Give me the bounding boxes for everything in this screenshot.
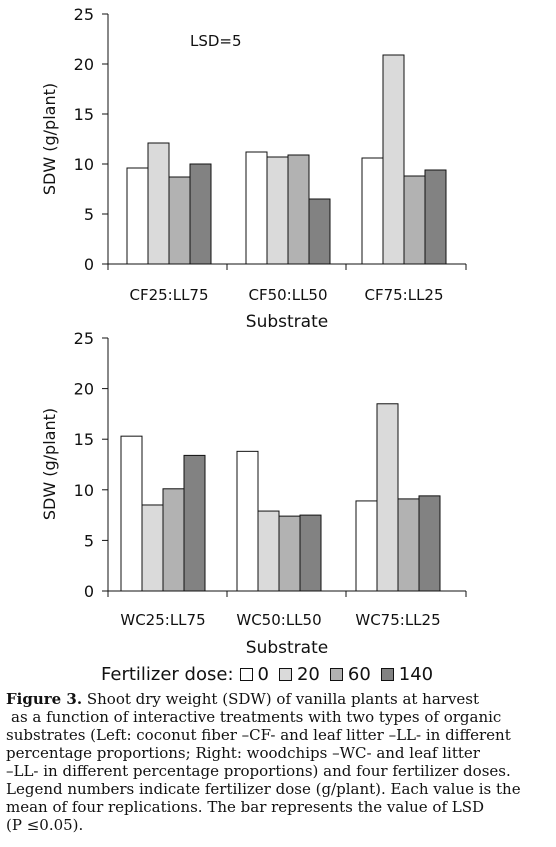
legend-label-20: 20 [296,663,320,685]
caption-line-6: Legend numbers indicate fertilizer dose … [6,780,521,798]
chart-1-y-tick-label-25: 25 [74,5,94,24]
chart-2-bar-wc50-ll50-dose-0 [236,450,259,592]
chart-2-bar-wc50-ll50-dose-20 [257,510,280,592]
chart-2-y-tick-label-20: 20 [74,380,94,399]
caption-label: Figure 3. [6,690,83,708]
chart-2-bar-wc75-ll25-dose-0 [355,500,378,592]
legend-swatch-20 [278,667,292,681]
chart-2-category-label-3: WC75:LL25 [355,611,440,629]
legend-label-0: 0 [257,663,269,685]
chart-1-bar-cf75-ll25-dose-140 [424,169,447,265]
chart-1-bar-cf75-ll25-dose-0 [361,157,384,265]
caption-line-4: percentage proportions; Right: woodchips… [6,744,480,762]
chart-1-y-tick-label-10: 10 [74,155,94,174]
chart-1-bar-cf25-ll75-dose-0 [126,167,149,265]
caption-line-5: –LL- in different percentage proportions… [6,762,511,780]
chart-2-bar-wc25-ll75-dose-140 [183,454,206,592]
caption-line-3: substrates (Left: coconut fiber –CF- and… [6,726,511,744]
legend-swatch-140 [380,667,394,681]
chart-1-x-axis-title: Substrate [246,312,328,332]
chart-2-bar-wc75-ll25-dose-140 [418,495,441,592]
legend-item-140: 140 [380,663,434,685]
legend-swatch-60 [329,667,343,681]
caption-line-2: as a function of interactive treatments … [11,708,502,726]
caption-line-8: (P ≤0.05). [6,816,84,834]
chart-1-bar-cf75-ll25-dose-60 [403,175,426,265]
legend-item-20: 20 [278,663,320,685]
chart-2-category-label-2: WC50:LL50 [236,611,321,629]
caption-line-7: mean of four replications. The bar repre… [6,798,485,816]
chart-1-bar-cf50-ll50-dose-60 [287,154,310,265]
chart-2-category-label-1: WC25:LL75 [120,611,205,629]
caption-line-1: Figure 3. Shoot dry weight (SDW) of vani… [6,690,554,708]
chart-1-y-tick-label-0: 0 [84,255,94,274]
chart-2-y-tick-label-15: 15 [74,430,94,449]
chart-1-bar-cf50-ll50-dose-20 [266,156,289,265]
chart-2-y-tick-label-0: 0 [84,582,94,601]
chart-1-bar-cf50-ll50-dose-0 [245,151,268,265]
chart-2-y-tick-label-5: 5 [84,531,94,550]
chart-2-bar-wc50-ll50-dose-140 [299,514,322,592]
figure-caption: Figure 3. Shoot dry weight (SDW) of vani… [6,690,554,834]
chart-1-bar-cf50-ll50-dose-140 [308,198,331,265]
chart-2-bar-wc25-ll75-dose-20 [141,504,164,592]
chart-2-y-axis-title: SDW (g/plant) [40,408,59,520]
chart-1-lsd-annotation: LSD=5 [190,32,242,50]
chart-1-bar-cf25-ll75-dose-140 [189,163,212,265]
chart-2-bar-wc50-ll50-dose-60 [278,515,301,592]
legend-title: Fertilizer dose: [101,663,234,685]
chart-1-category-label-2: CF50:LL50 [248,286,327,304]
chart-2-y-tick-label-25: 25 [74,329,94,348]
chart-1-y-tick-label-5: 5 [84,205,94,224]
chart-2-bar-wc75-ll25-dose-60 [397,498,420,592]
chart-1-category-label-1: CF25:LL75 [129,286,208,304]
chart-1-bar-cf25-ll75-dose-60 [168,176,191,265]
legend-label-140: 140 [398,663,434,685]
chart-2-x-axis-title: Substrate [246,638,328,658]
chart-2-y-tick-label-10: 10 [74,481,94,500]
caption-text-1: Shoot dry weight (SDW) of vanilla plants… [82,690,480,708]
chart-2-bar-wc75-ll25-dose-20 [376,403,399,592]
legend-label-60: 60 [347,663,371,685]
bar-charts: 0 5 10 15 20 25 CF25:LL75 CF50:LL50 CF75:LL25 Sub… [40,5,467,658]
chart-1-y-tick-label-15: 15 [74,105,94,124]
legend-item-0: 0 [239,663,269,685]
chart-1-y-tick-label-20: 20 [74,55,94,74]
chart-1-category-label-3: CF75:LL25 [364,286,443,304]
legend-item-60: 60 [329,663,371,685]
legend: Fertilizer dose: 0 20 60 140 [0,660,556,688]
chart-1-bar-cf75-ll25-dose-20 [382,54,405,265]
chart-1-bar-cf25-ll75-dose-20 [147,142,170,265]
chart-2-bar-wc25-ll75-dose-0 [120,435,143,592]
chart-2-bar-wc25-ll75-dose-60 [162,488,185,592]
chart-1-y-axis-title: SDW (g/plant) [40,83,59,195]
legend-swatch-0 [239,667,253,681]
